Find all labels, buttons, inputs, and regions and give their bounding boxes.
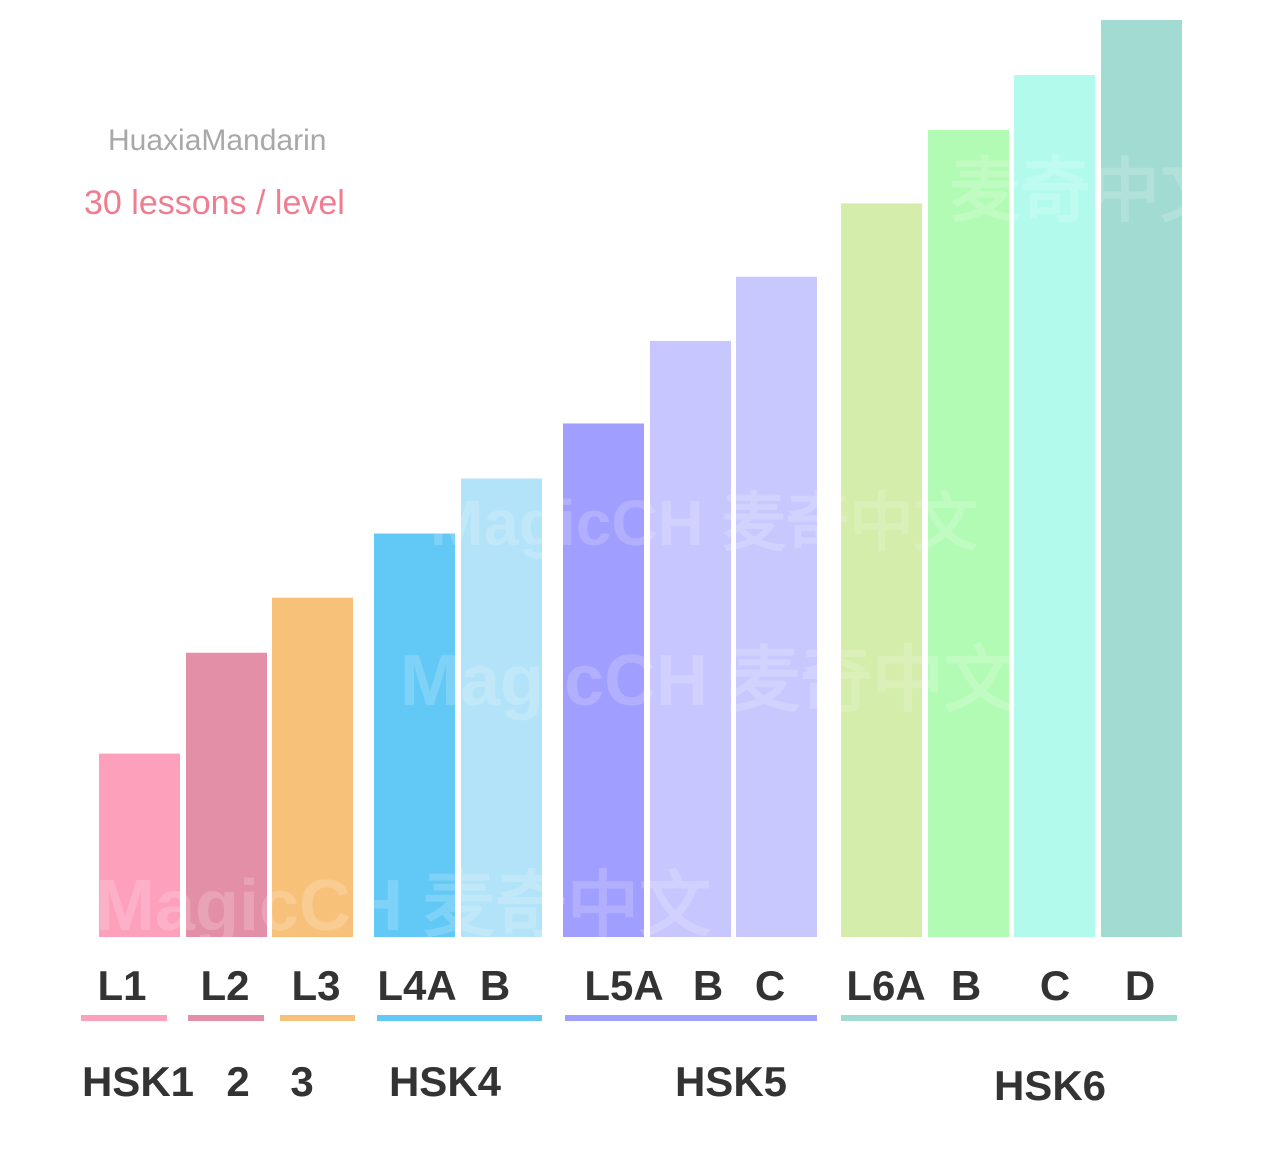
watermark-text: MagicCH 麦奇中文: [430, 487, 978, 559]
tick-label-l6b: B: [951, 962, 981, 1009]
group-label-1: 2: [226, 1058, 249, 1105]
tick-label-l4a: L4A: [377, 962, 456, 1009]
tick-label-l2: L2: [200, 962, 249, 1009]
watermark-text: 麦奇中文: [950, 152, 1230, 230]
subtitle: 30 lessons / level: [84, 184, 345, 222]
tick-label-l3: L3: [291, 962, 340, 1009]
tick-label-l6c: C: [1040, 962, 1070, 1009]
bar-l6c: [1014, 75, 1095, 937]
group-underline-4: [565, 1015, 817, 1021]
group-label-3: HSK4: [389, 1058, 502, 1105]
brand-label: HuaxiaMandarin: [108, 124, 327, 157]
bar-l3: [272, 597, 353, 937]
watermark-text: MagicCH 麦奇中文: [95, 866, 711, 946]
tick-label-l5c: C: [755, 962, 785, 1009]
bar-l2: [186, 652, 267, 937]
group-underline-2: [280, 1015, 355, 1021]
tick-label-l4b: B: [480, 962, 510, 1009]
group-underline-1: [188, 1015, 264, 1021]
group-label-2: 3: [290, 1058, 313, 1105]
group-underline-0: [81, 1015, 167, 1021]
tick-label-l6d: D: [1125, 962, 1155, 1009]
group-label-4: HSK5: [675, 1058, 787, 1105]
bar-l4a: [374, 533, 455, 937]
bar-l5c: [736, 276, 817, 937]
group-label-5: HSK6: [994, 1062, 1106, 1109]
tick-label-l1: L1: [97, 962, 146, 1009]
tick-label-l5b: B: [693, 962, 723, 1009]
bar-l4b: [461, 478, 542, 937]
tick-label-l5a: L5A: [584, 962, 663, 1009]
group-label-0: HSK1: [82, 1058, 194, 1105]
bar-l6a: [841, 203, 922, 937]
bar-l5b: [650, 340, 731, 937]
bar-l1: [99, 753, 180, 937]
group-underline-5: [841, 1015, 1177, 1021]
bar-l6d: [1101, 20, 1182, 937]
group-underline-3: [377, 1015, 542, 1021]
tick-label-l6a: L6A: [846, 962, 925, 1009]
bar-l6b: [928, 130, 1009, 938]
bar-l5a: [563, 423, 644, 938]
watermark-text: MagicCH 麦奇中文: [400, 641, 1016, 721]
